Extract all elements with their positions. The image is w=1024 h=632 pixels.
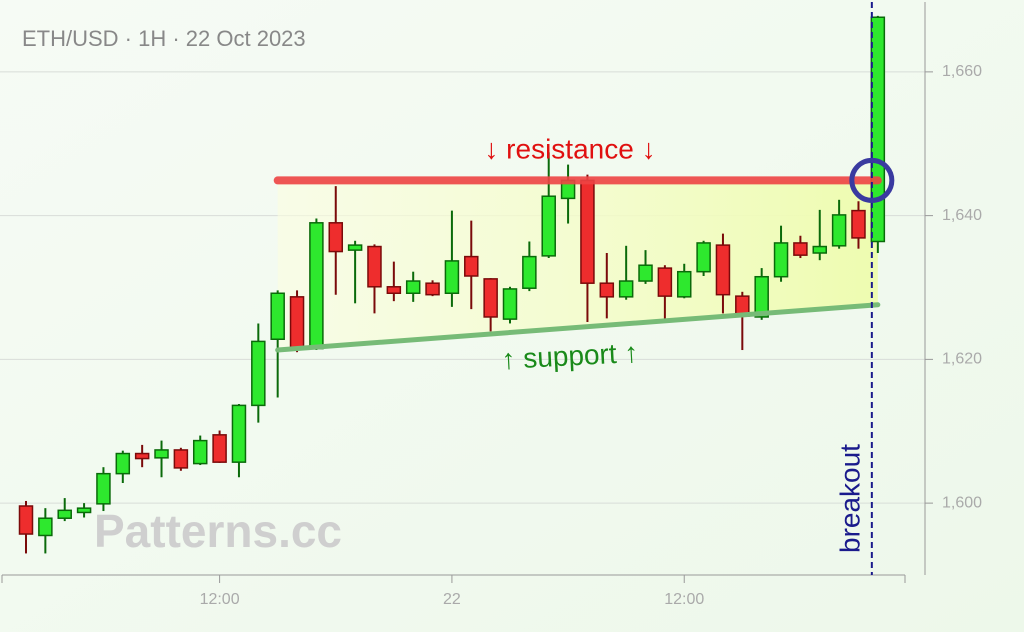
plot: 1,600 1,620 1,640 1,660 12:00 22 12:00 Patterns… <box>0 2 982 608</box>
candle-body <box>173 449 189 469</box>
candle-body <box>386 286 402 294</box>
candle-body <box>831 214 847 247</box>
candle-body <box>502 288 518 320</box>
candle-body <box>522 255 537 289</box>
x-tick-label: 12:00 <box>664 591 704 608</box>
support-label: ↑ support ↑ <box>501 337 639 375</box>
candle-body <box>773 242 789 278</box>
support-line <box>275 302 881 353</box>
candle-body <box>657 267 673 297</box>
candle-body <box>367 245 382 288</box>
candle-body <box>812 245 828 254</box>
candle-body <box>425 282 440 296</box>
y-tick-label: 1,620 <box>942 351 982 368</box>
candle-body <box>96 472 111 505</box>
candle-body <box>444 260 460 294</box>
breakout-marker <box>849 157 895 203</box>
candle-body <box>715 244 731 296</box>
x-tick-label: 22 <box>443 591 461 608</box>
candle-body <box>76 507 92 514</box>
candle-body <box>870 16 886 243</box>
candle-body <box>289 296 305 350</box>
candle-body <box>328 222 344 253</box>
candle-body <box>115 452 131 475</box>
pattern-area <box>277 180 878 351</box>
candle-body <box>212 434 227 463</box>
resistance-label: ↓ resistance ↓ <box>484 133 655 164</box>
breakout-label: breakout <box>834 444 865 553</box>
chart-title: ETH/USD · 1H · 22 Oct 2023 <box>22 26 306 51</box>
candle-body <box>134 452 150 460</box>
candle-body <box>309 222 324 350</box>
candle-body <box>851 209 866 239</box>
candle-body <box>57 509 72 519</box>
candle-body <box>638 264 653 282</box>
y-tick-label: 1,660 <box>942 63 982 80</box>
candle-body <box>38 517 53 537</box>
candle-body <box>270 292 285 340</box>
candle-body <box>347 244 363 251</box>
candle-body <box>483 278 498 318</box>
candle-body <box>618 280 634 298</box>
candle-body <box>599 282 615 298</box>
candle-body <box>676 270 692 298</box>
candle-body <box>251 340 266 407</box>
candle-body <box>541 195 556 257</box>
y-tick-label: 1,600 <box>942 494 982 511</box>
candle-body <box>580 179 595 284</box>
y-tick-label: 1,640 <box>942 207 982 224</box>
candle-body <box>793 242 808 256</box>
candle-body <box>18 505 34 535</box>
candle-body <box>754 275 769 318</box>
candle-body <box>405 280 421 294</box>
candle-body <box>154 449 169 459</box>
candle-body <box>464 255 479 277</box>
candle-body <box>231 404 247 463</box>
x-tick-label: 12:00 <box>200 591 240 608</box>
candle-body <box>696 242 711 273</box>
watermark: Patterns.cc <box>94 505 342 557</box>
candle-body <box>192 439 208 465</box>
